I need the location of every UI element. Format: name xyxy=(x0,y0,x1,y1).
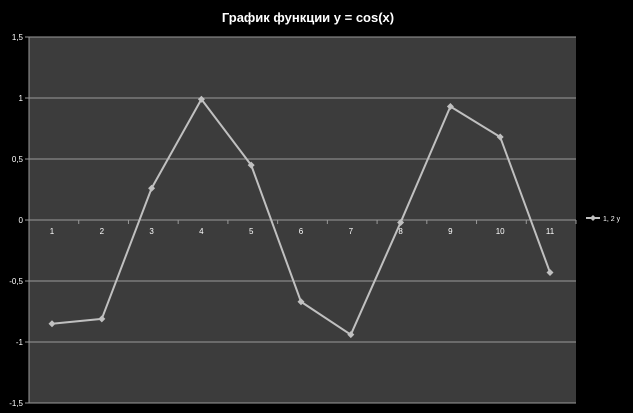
x-tick-label: 11 xyxy=(546,227,555,236)
x-tick-label: 3 xyxy=(149,227,154,236)
data-point xyxy=(347,331,355,339)
data-point xyxy=(496,133,504,141)
data-point xyxy=(148,184,156,192)
y-tick-label: -0,5 xyxy=(9,277,23,286)
chart-title: График функции y = cos(x) xyxy=(222,10,394,25)
y-tick-label: -1 xyxy=(16,338,24,347)
y-tick-labels: 1,5 1 0,5 0 -0,5 -1 -1,5 xyxy=(9,33,23,408)
x-tick-label: 2 xyxy=(100,227,105,236)
x-tick-label: 6 xyxy=(299,227,304,236)
y-tick-label: 0 xyxy=(19,216,24,225)
x-tick-label: 1 xyxy=(50,227,55,236)
legend: 1, 2 y xyxy=(586,215,621,223)
grid-lines xyxy=(25,36,576,404)
series-layer xyxy=(48,95,554,339)
x-tick-label: 9 xyxy=(448,227,453,236)
y-tick-label: -1,5 xyxy=(9,399,23,408)
x-tick-labels: 1 2 3 4 5 6 7 8 9 10 11 xyxy=(50,227,555,236)
data-point xyxy=(446,103,454,111)
x-tick-label: 4 xyxy=(199,227,204,236)
legend-label: 1, 2 y xyxy=(603,216,621,223)
y-tick-label: 1,5 xyxy=(12,33,24,42)
x-tick-label: 10 xyxy=(496,227,505,236)
legend-marker xyxy=(590,215,596,221)
data-point xyxy=(197,95,205,103)
x-tick-label: 8 xyxy=(398,227,403,236)
data-point xyxy=(546,268,554,276)
axes xyxy=(28,37,577,403)
data-point xyxy=(48,320,56,328)
data-point xyxy=(247,161,255,169)
data-point xyxy=(297,298,305,306)
x-tick-label: 7 xyxy=(349,227,354,236)
y-tick-label: 1 xyxy=(19,94,24,103)
data-point xyxy=(98,315,106,323)
data-point xyxy=(397,218,405,226)
y-tick-label: 0,5 xyxy=(12,155,24,164)
x-tick-label: 5 xyxy=(249,227,254,236)
